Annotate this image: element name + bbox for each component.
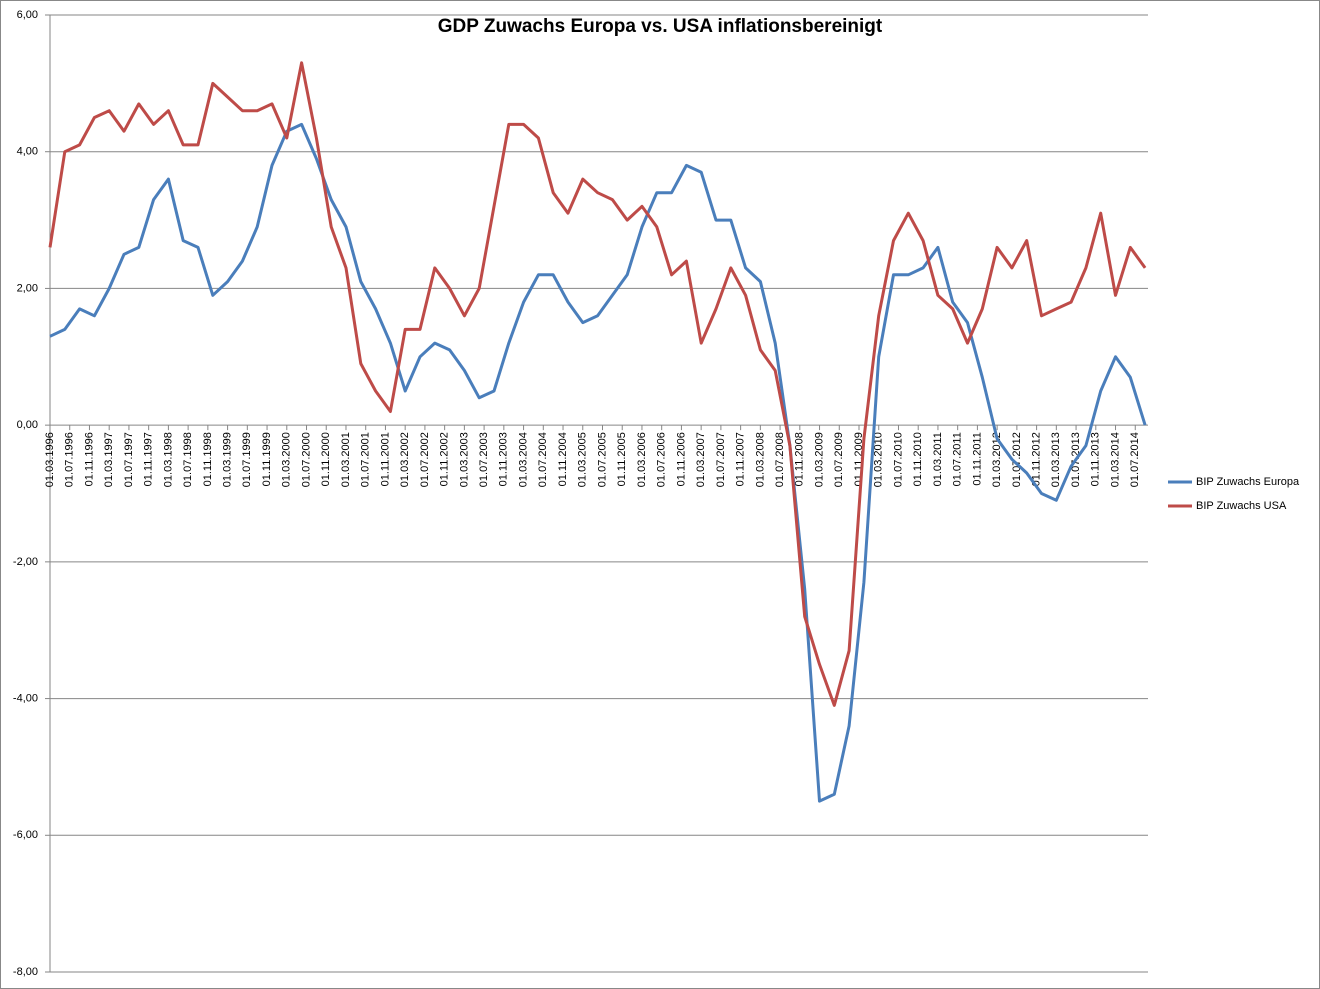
- x-tick-label: 01.07.2010: [892, 432, 904, 487]
- x-tick-label: 01.03.1999: [221, 432, 233, 487]
- x-tick-label: 01.11.2013: [1090, 432, 1102, 486]
- x-tick-label: 01.07.2008: [774, 432, 786, 487]
- x-tick-label: 01.07.2002: [419, 432, 431, 487]
- x-tick-label: 01.03.2012: [991, 432, 1003, 487]
- x-tick-label: 01.03.2006: [636, 432, 648, 487]
- x-tick-label: 01.03.1997: [103, 432, 115, 487]
- legend-label: BIP Zuwachs USA: [1196, 500, 1287, 512]
- x-tick-label: 01.07.1997: [123, 432, 135, 487]
- x-tick-label: 01.03.1996: [44, 432, 56, 487]
- x-tick-label: 01.07.2005: [596, 432, 608, 487]
- x-tick-label: 01.03.2009: [813, 432, 825, 487]
- y-tick-label: 2,00: [17, 282, 38, 294]
- x-tick-label: 01.07.2014: [1129, 432, 1141, 487]
- y-tick-label: -8,00: [13, 966, 38, 978]
- x-tick-label: 01.03.1998: [162, 432, 174, 487]
- x-tick-label: 01.07.2012: [1011, 432, 1023, 487]
- legend-label: BIP Zuwachs Europa: [1196, 476, 1300, 488]
- y-tick-label: -2,00: [13, 556, 38, 568]
- x-tick-label: 01.03.2005: [577, 432, 589, 487]
- x-tick-label: 01.03.2011: [932, 432, 944, 486]
- x-tick-label: 01.11.2008: [794, 432, 806, 486]
- x-tick-label: 01.11.2012: [1031, 432, 1043, 486]
- y-tick-label: 0,00: [17, 419, 38, 431]
- x-tick-label: 01.03.2014: [1109, 432, 1121, 487]
- chart-title: GDP Zuwachs Europa vs. USA inflationsber…: [438, 16, 883, 37]
- x-tick-label: 01.07.1999: [241, 432, 253, 487]
- x-tick-label: 01.03.2002: [399, 432, 411, 487]
- x-tick-label: 01.11.2004: [557, 432, 569, 486]
- x-tick-label: 01.11.1997: [143, 432, 155, 486]
- x-tick-label: 01.03.2003: [458, 432, 470, 487]
- x-tick-label: 01.11.1996: [83, 432, 95, 486]
- x-tick-label: 01.11.2011: [971, 432, 983, 485]
- x-tick-label: 01.07.2007: [715, 432, 727, 487]
- x-tick-label: 01.03.2010: [873, 432, 885, 487]
- x-tick-label: 01.07.2004: [537, 432, 549, 487]
- x-tick-label: 01.07.2009: [833, 432, 845, 487]
- x-tick-label: 01.03.2007: [695, 432, 707, 487]
- data-line: [48, 61, 1147, 707]
- x-tick-label: 01.11.2000: [320, 432, 332, 486]
- x-tick-label: 01.07.2006: [656, 432, 668, 487]
- x-tick-label: 01.11.2005: [616, 432, 628, 486]
- x-tick-label: 01.03.2013: [1050, 432, 1062, 487]
- x-tick-label: 01.11.1999: [261, 432, 273, 486]
- x-tick-label: 01.11.2007: [735, 432, 747, 486]
- x-tick-label: 01.07.2003: [478, 432, 490, 487]
- y-tick-label: 4,00: [17, 146, 38, 158]
- x-tick-label: 01.11.2001: [379, 432, 391, 486]
- x-tick-label: 01.07.2001: [360, 432, 372, 487]
- x-tick-label: 01.07.1998: [182, 432, 194, 487]
- x-tick-label: 01.11.1998: [202, 432, 214, 486]
- x-tick-label: 01.07.2011: [952, 432, 964, 486]
- x-tick-label: 01.11.2010: [912, 432, 924, 486]
- y-tick-label: 6,00: [17, 9, 38, 21]
- x-tick-label: 01.11.2006: [675, 432, 687, 486]
- y-tick-label: -4,00: [13, 692, 38, 704]
- x-tick-label: 01.03.2001: [340, 432, 352, 487]
- x-tick-label: 01.07.2000: [300, 432, 312, 487]
- y-tick-label: -6,00: [13, 829, 38, 841]
- x-tick-label: 01.03.2004: [517, 432, 529, 487]
- x-tick-label: 01.11.2003: [498, 432, 510, 486]
- x-tick-label: 01.11.2002: [439, 432, 451, 486]
- x-tick-label: 01.07.1996: [64, 432, 76, 487]
- data-line: [49, 122, 1147, 803]
- x-tick-label: 01.03.2000: [281, 432, 293, 487]
- x-tick-label: 01.03.2008: [754, 432, 766, 487]
